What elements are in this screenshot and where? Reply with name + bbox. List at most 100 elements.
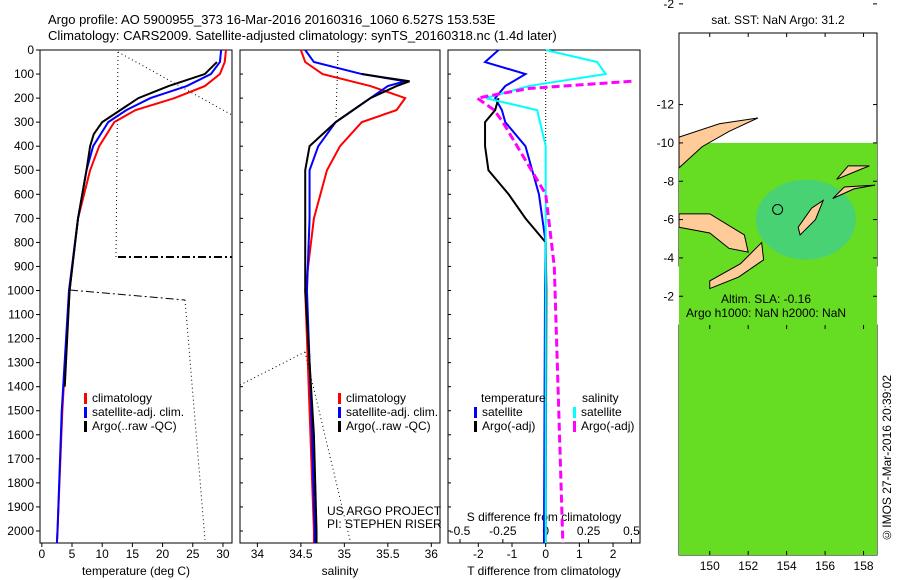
x-tick-label: 154 — [777, 559, 797, 573]
title-line1: Argo profile: AO 5900955_373 16-Mar-2016… — [48, 12, 496, 27]
x-tick-label: 0 — [542, 547, 549, 561]
x-tick-label: 15 — [126, 547, 140, 561]
panel-frame-temperature — [39, 49, 233, 544]
dotted-line — [115, 51, 119, 259]
x-tick-label: -1 — [507, 547, 518, 561]
legend-label: climatology — [346, 391, 406, 405]
x-tick-label: 2 — [610, 547, 617, 561]
legend-title-temperature: temperature — [481, 391, 546, 405]
x-tick-label: -2 — [473, 547, 484, 561]
y-tick-label: 400 — [14, 139, 34, 153]
legend-label: Argo(-adj) — [581, 419, 634, 433]
land-polygon — [832, 184, 876, 199]
y-tick-label: 1500 — [7, 404, 34, 418]
annotation-text: US ARGO PROJECT — [327, 504, 442, 518]
x2-tick-label: 0.25 — [577, 524, 601, 538]
legend-swatch — [84, 407, 87, 418]
y-tick-label: 1300 — [7, 356, 34, 370]
y-tick-label: 1700 — [7, 452, 34, 466]
x2-tick-label: -0.25 — [489, 524, 517, 538]
land-polygon — [678, 117, 759, 169]
series-line-satellite-adj-clim- — [55, 49, 223, 544]
x-tick-label: 5 — [69, 547, 76, 561]
x-tick-label: 158 — [854, 559, 874, 573]
dotted-line — [184, 299, 206, 541]
title-line2: Climatology: CARS2009. Satellite-adjuste… — [48, 28, 557, 43]
legend-swatch — [84, 393, 87, 404]
series-line-t-argo-adj- — [484, 97, 548, 544]
y-tick-label: 600 — [14, 187, 34, 201]
y-tick-label: -12 — [657, 98, 675, 112]
x-tick-label: 35 — [338, 547, 352, 561]
y-tick-label: 1400 — [7, 380, 34, 394]
y-tick-label: -4 — [663, 251, 674, 265]
series-line-s-argo-adj- — [473, 79, 632, 544]
legend-swatch — [338, 421, 341, 432]
land-polygon — [678, 213, 749, 253]
series-line-argo-raw-qc- — [304, 73, 410, 543]
y-tick-label: 0 — [27, 43, 34, 57]
x-tick-label: 152 — [738, 559, 758, 573]
x-axis-label: temperature (deg C) — [82, 564, 190, 578]
y-tick-label: -2 — [663, 289, 674, 303]
x-tick-label: 35.5 — [376, 547, 400, 561]
legend-swatch — [338, 393, 341, 404]
x-tick-label: 1 — [576, 547, 583, 561]
x2-tick-label: 0.5 — [623, 524, 640, 538]
legend-swatch — [84, 421, 87, 432]
dotted-line — [117, 51, 233, 116]
x-tick-label: 10 — [96, 547, 110, 561]
float-position-marker — [772, 203, 784, 215]
legend-label: Argo(..raw -QC) — [346, 419, 431, 433]
series-line-argo-raw-qc- — [63, 61, 218, 387]
copyright-label: ©IMOS 27-Mar-2016 20:39:02 — [880, 375, 894, 542]
land-polygon — [709, 241, 765, 290]
y-tick-label: 100 — [14, 67, 34, 81]
x-axis-label: T difference from climatology — [467, 564, 621, 578]
legend-label: satellite-adj. clim. — [92, 405, 184, 419]
x-tick-label: 20 — [156, 547, 170, 561]
y-tick-label: -2 — [663, 0, 674, 11]
y-tick-label: 900 — [14, 259, 34, 273]
land-polygon — [797, 199, 825, 236]
legend-title-salinity: salinity — [582, 391, 619, 405]
sst-map-title: sat. SST: NaN Argo: 31.2 — [711, 13, 845, 27]
legend-label: Argo(..raw -QC) — [92, 419, 177, 433]
y-tick-label: 2000 — [7, 524, 34, 538]
y-tick-label: -6 — [663, 213, 674, 227]
x-axis-label: salinity — [322, 564, 359, 578]
y-tick-label: 1200 — [7, 332, 34, 346]
x-tick-label: 156 — [815, 559, 835, 573]
series-line-climatology — [299, 49, 407, 543]
x-tick-label: 150 — [700, 559, 720, 573]
x-tick-label: 34.5 — [289, 547, 313, 561]
x-tick-label: 34 — [251, 547, 265, 561]
sla-map-title-line1: Altim. SLA: -0.16 — [721, 292, 811, 306]
y-tick-label: 300 — [14, 115, 34, 129]
series-line-t-satellite — [483, 49, 547, 544]
legend-label: satellite-adj. clim. — [346, 405, 438, 419]
land-polygon — [836, 165, 870, 180]
y-tick-label: 800 — [14, 235, 34, 249]
series-line-satellite-adj-clim- — [304, 49, 406, 543]
y-tick-label: 1600 — [7, 428, 34, 442]
y-tick-label: 1000 — [7, 283, 34, 297]
x-tick-label: 25 — [186, 547, 200, 561]
x2-tick-label: -0.5 — [450, 524, 471, 538]
y-tick-label: 500 — [14, 163, 34, 177]
legend-swatch — [573, 421, 576, 432]
series-line-s-satellite — [485, 49, 608, 543]
y-tick-label: 1800 — [7, 476, 34, 490]
dotted-line — [304, 351, 351, 541]
y-tick-label: 200 — [14, 91, 34, 105]
sla-map-title-line2: Argo h1000: NaN h2000: NaN — [686, 306, 846, 320]
dotted-line — [239, 351, 306, 386]
y-tick-label: -8 — [663, 174, 674, 188]
x-tick-label: 0 — [38, 547, 45, 561]
legend-label: satellite — [482, 405, 523, 419]
y-tick-label: 1900 — [7, 500, 34, 514]
x-tick-label: 36 — [425, 547, 439, 561]
legend-swatch — [474, 407, 477, 418]
